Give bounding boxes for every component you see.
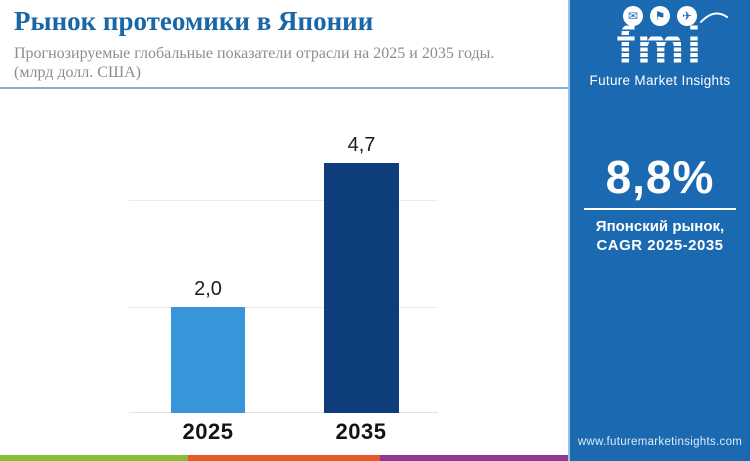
x-axis-label-2025: 2025 [182, 419, 234, 444]
bar [171, 307, 245, 413]
header-divider [0, 87, 568, 89]
bar-value-label: 4,7 [347, 134, 376, 156]
bar [324, 163, 399, 413]
swoosh-icon [700, 12, 728, 23]
sidebar: ✉ ⚑ ✈ fmi Future Market Insights 8,8% Яп… [568, 0, 750, 461]
x-axis-label-2035: 2035 [335, 419, 387, 444]
gridline-4 [129, 200, 438, 201]
footer-stripe-segment [380, 455, 568, 461]
website-url: www.futuremarketinsights.com [577, 436, 743, 448]
footer-stripe-segment [0, 455, 188, 461]
globe-plane-icon: ✈ [677, 6, 697, 26]
logo-icons-row: ✉ ⚑ ✈ [570, 6, 750, 26]
statue-icon: ⚑ [650, 6, 670, 26]
bar-group: 2,0 [171, 278, 245, 413]
page-subtitle-line1: Прогнозируемые глобальные показатели отр… [14, 45, 495, 62]
bar-group: 4,7 [324, 134, 399, 413]
cagr-value: 8,8% [605, 151, 715, 203]
gridline-2 [129, 307, 438, 308]
envelope-icon: ✉ [623, 6, 643, 26]
fmi-logo: ✉ ⚑ ✈ fmi Future Market Insights [570, 6, 750, 88]
footer-stripe-segment [188, 455, 380, 461]
cagr-divider [584, 208, 736, 210]
logo-wordmark: fmi [570, 19, 750, 73]
cagr-label-period: CAGR 2025-2035 [596, 237, 724, 254]
bar-value-label: 2,0 [194, 278, 222, 300]
page-subtitle-line2: (млрд долл. США) [14, 64, 141, 81]
x-axis-baseline [129, 412, 438, 413]
page-title: Рынок протеомики в Японии [14, 6, 374, 36]
cagr-label-market: Японский рынок, [595, 218, 725, 235]
logo-tagline: Future Market Insights [589, 73, 731, 88]
